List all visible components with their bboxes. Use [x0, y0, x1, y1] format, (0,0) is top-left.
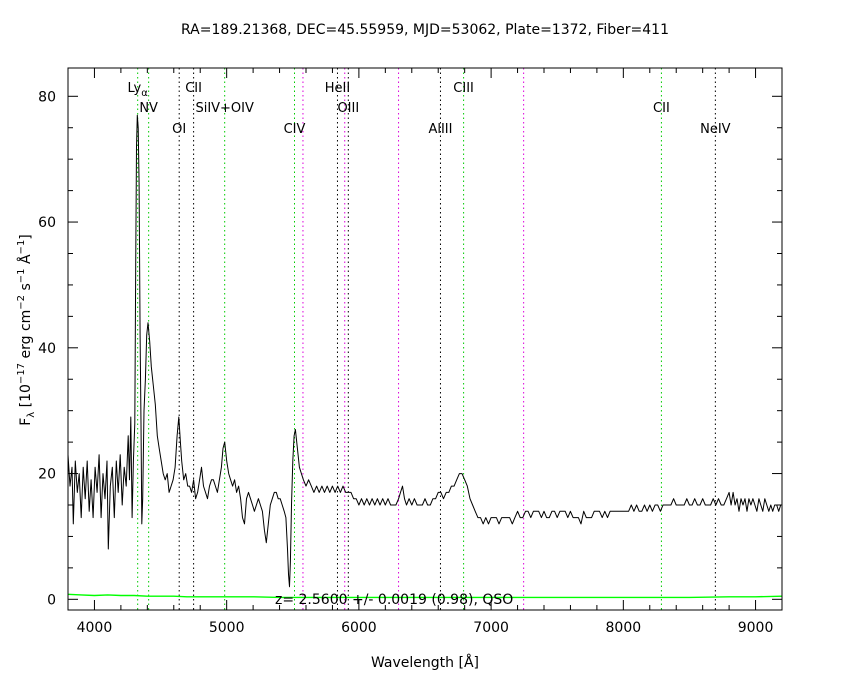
line-label-cii: CII — [185, 81, 202, 96]
emission-line-markers — [137, 68, 716, 610]
axes: 4000 5000 6000 7000 8000 9000 0 20 40 60 80 — [38, 67, 783, 636]
line-label-heii: HeII — [325, 81, 350, 96]
x-tick-label: 7000 — [473, 620, 509, 636]
plot-frame — [67, 67, 783, 611]
y-tick-label: 0 — [47, 592, 56, 608]
x-axis-label: Wavelength [Å] — [371, 654, 479, 671]
line-label-oi: OI — [172, 122, 186, 137]
series-flux — [67, 114, 782, 588]
x-tick-label: 4000 — [77, 620, 113, 636]
series-error — [67, 593, 783, 599]
x-tick-label: 6000 — [341, 620, 377, 636]
x-tick-label: 8000 — [606, 620, 642, 636]
y-tick-label: 20 — [38, 467, 56, 483]
line-label-cii: CII — [653, 101, 670, 116]
y-tick-label: 40 — [38, 341, 56, 357]
x-tick-label: 5000 — [209, 620, 245, 636]
line-label-civ: CIV — [284, 122, 306, 137]
redshift-annotation: z= 2.5600 +/- 0.0019 (0.98), QSO — [275, 592, 513, 608]
line-label-ciii: CIII — [453, 81, 474, 96]
y-tick-label: 60 — [38, 215, 56, 231]
x-tick-label: 9000 — [738, 620, 774, 636]
line-label-oiii: OIII — [337, 101, 359, 116]
line-label-nv: NV — [139, 101, 158, 116]
emission-line-labels: LyαNVOICIISiIV+OIVCIVHeIIOIIIAlIIICIIICI… — [128, 81, 731, 137]
line-label-siiv+oiv: SiIV+OIV — [195, 101, 254, 116]
y-tick-label: 80 — [38, 89, 56, 105]
line-label-aliii: AlIII — [428, 122, 452, 137]
chart-title: RA=189.21368, DEC=45.55959, MJD=53062, P… — [181, 22, 669, 38]
y-axis-label: Fλ [10−17 erg cm−2 s−1 Å−1] — [16, 234, 37, 426]
line-label-neiv: NeIV — [700, 122, 731, 137]
data-series — [67, 114, 783, 599]
